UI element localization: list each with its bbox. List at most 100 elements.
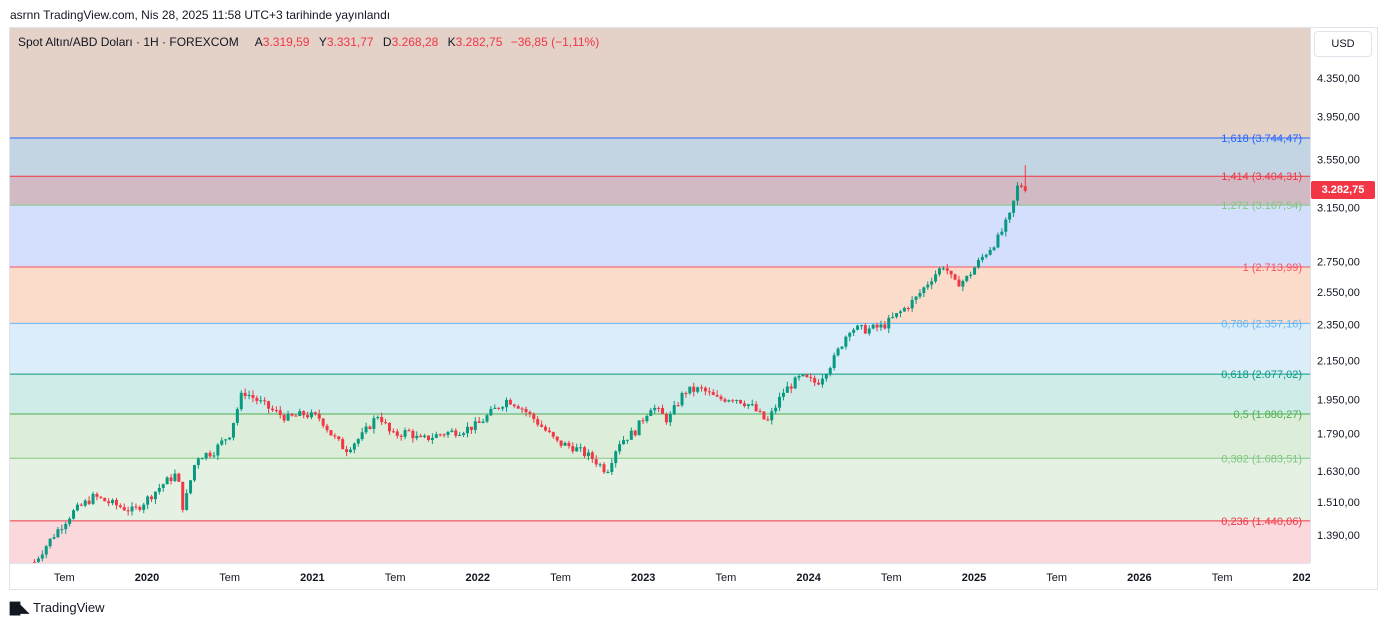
candle-body [434, 434, 438, 438]
candle-body [809, 377, 813, 379]
candle-body [941, 268, 945, 270]
candle-body [785, 386, 789, 393]
open-value: 3.319,59 [262, 35, 310, 49]
candle-body [450, 430, 454, 432]
candle-body [169, 477, 173, 482]
candle-body [965, 275, 969, 281]
candle-body [618, 444, 622, 452]
candle-body [181, 481, 185, 510]
candle-body [766, 419, 770, 421]
candle-body [571, 446, 575, 452]
candle-body [239, 392, 243, 410]
fib-label-0,5: 0,5 (1.880,27) [1234, 409, 1303, 421]
candle-body [356, 439, 360, 444]
candle-body [192, 465, 196, 481]
candle-body [333, 435, 337, 437]
candle-body [267, 401, 271, 409]
open-label: A [254, 35, 263, 49]
candle-body [536, 419, 540, 425]
candle-body [653, 407, 657, 411]
candle-body [976, 260, 980, 268]
candle-body [134, 506, 138, 508]
candle-body [918, 293, 922, 297]
time-axis[interactable]: Tem 2020 Tem 2021 Tem 2022 Tem 2023 Tem 2024 Tem 20… [10, 563, 1317, 589]
candle-body [836, 348, 840, 356]
candle-body [1000, 231, 1004, 235]
candle-body [501, 407, 505, 409]
candle-body [52, 537, 56, 539]
candle-body [559, 440, 563, 446]
candle-body [746, 404, 750, 407]
candle-body [852, 329, 856, 333]
candle-body [87, 500, 91, 504]
candle-body [953, 274, 957, 280]
time-axis-label: Tem [550, 572, 571, 584]
time-axis-label: Tem [716, 572, 737, 584]
fib-label-1,618: 1,618 (3.744,47) [1221, 133, 1302, 145]
candle-body [688, 386, 692, 394]
currency-button[interactable]: USD [1314, 31, 1372, 57]
price-axis-label: 1.510,00 [1317, 497, 1360, 509]
time-axis-label: 2022 [466, 572, 490, 584]
candle-body [337, 436, 341, 440]
candle-body [824, 374, 828, 379]
candle-body [1019, 185, 1023, 187]
candle-body [871, 324, 875, 329]
candle-body [984, 254, 988, 257]
candle-body [68, 518, 72, 524]
candle-body [64, 523, 68, 530]
chart-plot-area[interactable]: 1,618 (3.744,47) 1,414 (3.404,31) 1,272 (3… [10, 28, 1310, 563]
chart-svg[interactable]: 1,618 (3.744,47) 1,414 (3.404,31) 1,272 (3… [10, 28, 1310, 563]
candle-body [504, 399, 508, 408]
candle-body [286, 413, 290, 421]
fib-label-1,272: 1,272 (3.167,54) [1221, 200, 1302, 212]
candle-body [79, 504, 83, 506]
candle-body [173, 473, 177, 482]
candle-body [914, 296, 918, 300]
candle-body [859, 325, 863, 327]
price-axis[interactable]: 4.350,00 3.950,00 3.550,00 3.150,00 2.750,00… [1310, 28, 1377, 563]
candle-body [937, 268, 941, 275]
candle-body [949, 270, 953, 275]
time-axis-label: 2020 [135, 572, 159, 584]
candle-body [407, 430, 411, 432]
candle-body [481, 421, 485, 423]
candle-body [126, 510, 130, 512]
candle-body [930, 281, 934, 285]
candle-body [817, 382, 821, 385]
candle-body [352, 443, 356, 450]
candle-body [606, 472, 610, 474]
candle-body [294, 415, 298, 417]
candle-body [891, 316, 895, 318]
candle-body [426, 435, 430, 441]
candle-body [664, 414, 668, 423]
price-axis-label: 1.790,00 [1317, 429, 1360, 441]
candle-body [465, 426, 469, 434]
footer-logo[interactable]: ▇◣ TradingView [10, 598, 105, 618]
candle-body [828, 367, 832, 375]
candle-body [532, 413, 536, 420]
candle-body [625, 439, 629, 441]
candle-body [848, 332, 852, 337]
candle-body [551, 432, 555, 437]
time-axis-label: 2025 [962, 572, 986, 584]
candle-body [735, 399, 739, 401]
candle-body [902, 307, 906, 312]
candle-body [711, 392, 715, 396]
candle-body [727, 400, 731, 402]
candle-body [72, 510, 76, 519]
candle-body [212, 455, 216, 457]
candle-body [528, 412, 532, 414]
candle-body [649, 410, 653, 416]
candle-body [898, 311, 902, 314]
candle-body [83, 500, 87, 506]
candle-body [945, 268, 949, 271]
candle-body [1023, 186, 1027, 191]
candle-body [313, 412, 317, 415]
candle-body [44, 546, 48, 555]
candle-body [895, 313, 899, 317]
candle-body [274, 410, 278, 412]
candle-body [590, 452, 594, 460]
candle-body [1004, 219, 1008, 232]
candle-body [306, 415, 310, 418]
